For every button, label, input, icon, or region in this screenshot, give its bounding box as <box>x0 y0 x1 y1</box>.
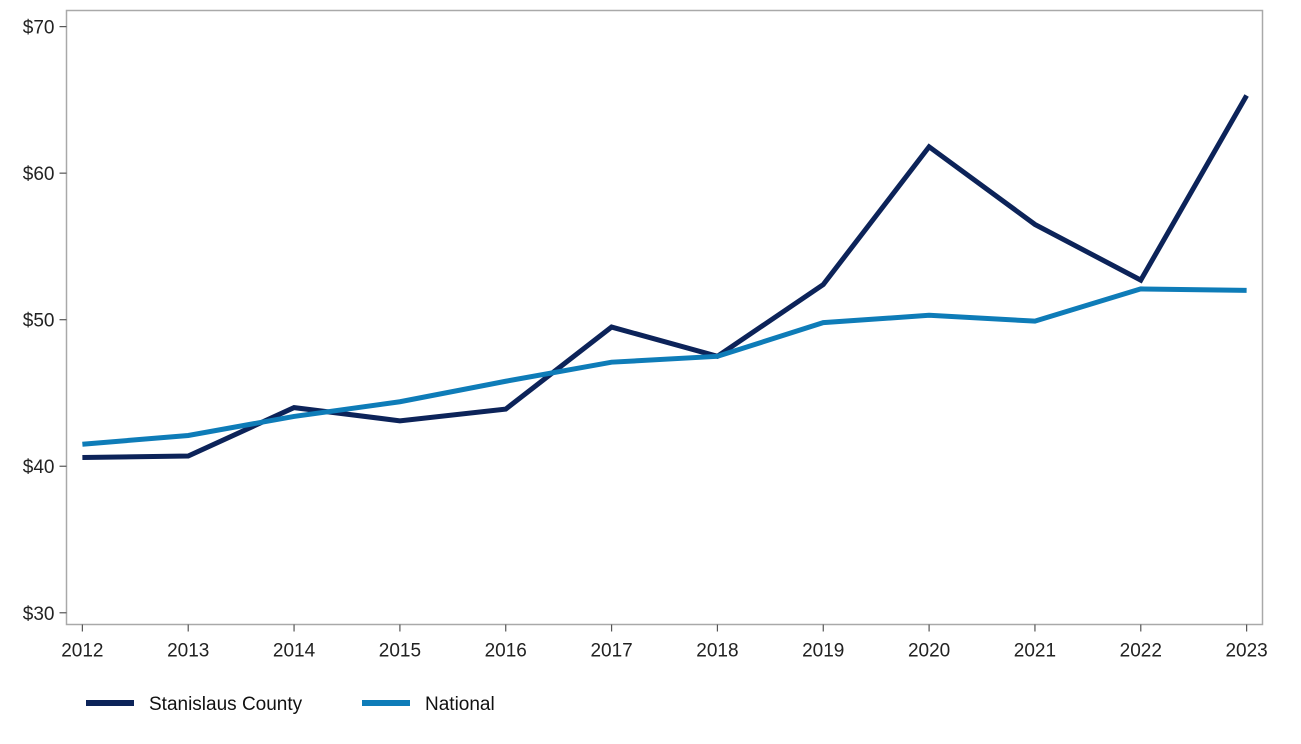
legend-label: Stanislaus County <box>149 694 303 715</box>
x-tick-label: 2013 <box>167 641 209 662</box>
x-tick-label: 2018 <box>696 641 738 662</box>
y-tick-label: $70 <box>23 18 55 39</box>
y-tick-label: $60 <box>23 164 55 185</box>
x-tick-label: 2023 <box>1225 641 1267 662</box>
x-tick-label: 2017 <box>590 641 632 662</box>
plot-frame <box>65 9 1264 626</box>
x-tick-label: 2015 <box>379 641 421 662</box>
x-axis: 2012 2013 2014 2015 2016 2017 2018 2019 2020 2021… <box>61 624 1268 662</box>
x-tick-label: 2021 <box>1014 641 1056 662</box>
x-tick-label: 2019 <box>802 641 844 662</box>
series-line-1 <box>82 286 1247 447</box>
x-tick-label: 2014 <box>273 641 316 662</box>
y-tick-label: $30 <box>23 604 55 625</box>
legend: Stanislaus County National <box>86 694 495 715</box>
x-tick-label: 2016 <box>485 641 527 662</box>
legend-label: National <box>425 694 495 715</box>
series-lines <box>82 94 1249 460</box>
x-tick-label: 2022 <box>1120 641 1162 662</box>
y-tick-label: $50 <box>23 311 55 332</box>
x-tick-label: 2020 <box>908 641 950 662</box>
y-axis: $30 $40 $50 $60 $70 <box>23 18 67 625</box>
x-tick-label: 2012 <box>61 641 103 662</box>
y-tick-label: $40 <box>23 457 55 478</box>
series-line-0 <box>82 94 1249 460</box>
